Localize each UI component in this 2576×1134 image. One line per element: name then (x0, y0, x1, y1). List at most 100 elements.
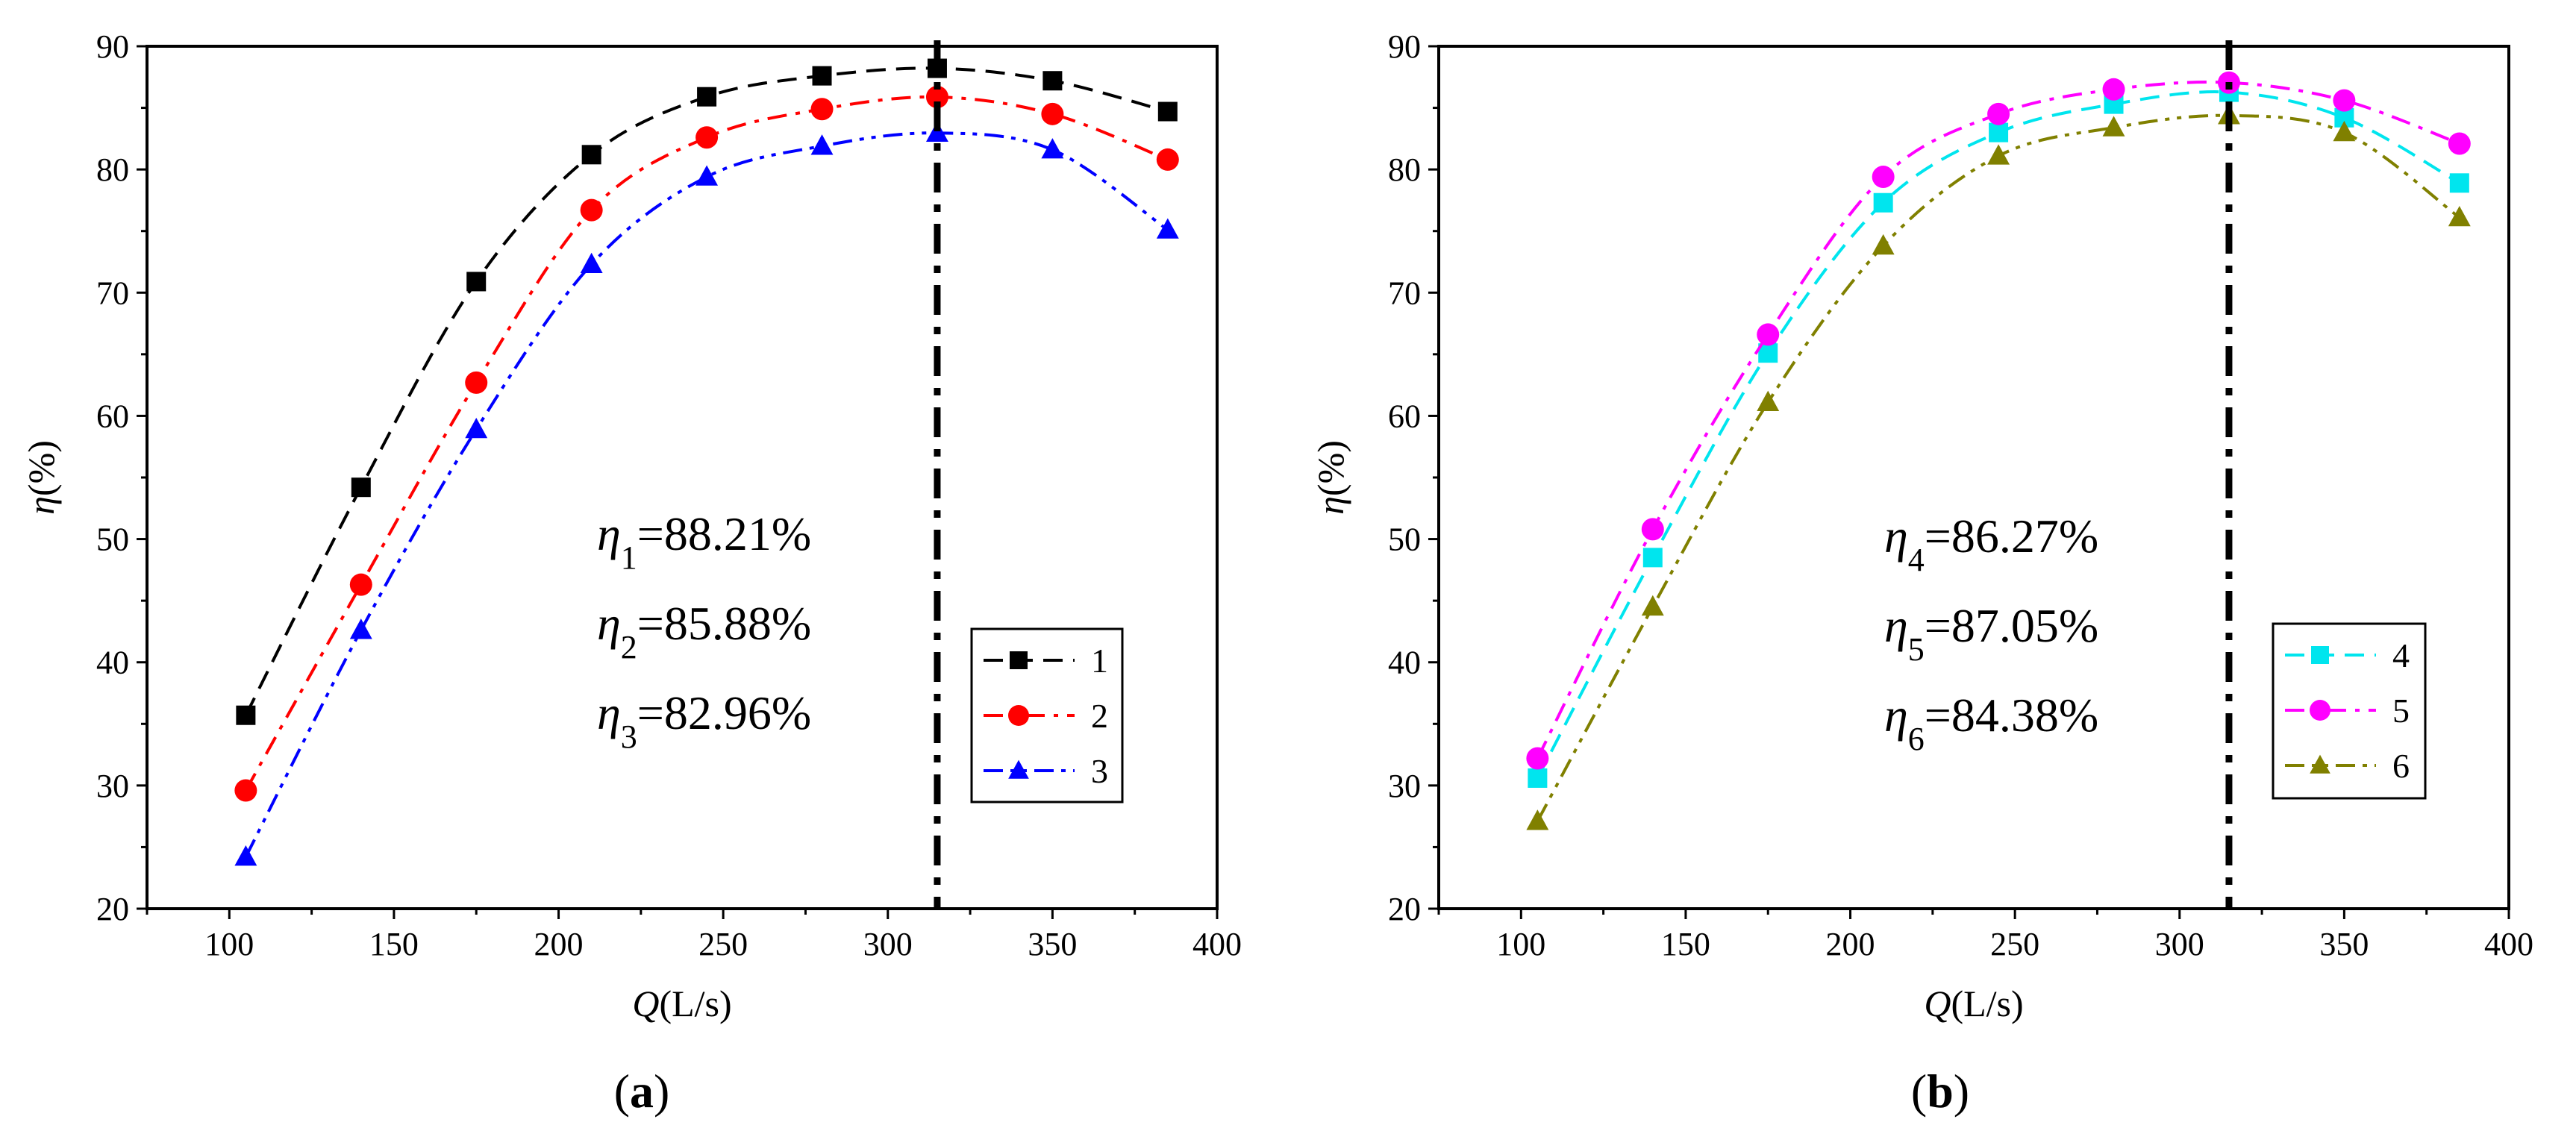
y-tick-label: 80 (96, 151, 129, 188)
data-point-6 (1641, 595, 1664, 616)
annotation-symbol: η (597, 507, 621, 560)
annotation-symbol: η (597, 597, 621, 650)
y-axis-unit: (%) (1310, 440, 1351, 496)
annotation-subscript: 4 (1908, 542, 1925, 578)
annotation-symbol: η (1884, 689, 1908, 742)
annotation-symbol: η (1884, 599, 1908, 652)
caption-close: ) (654, 1065, 669, 1118)
data-point-2 (580, 198, 603, 222)
x-tick-label: 250 (698, 926, 748, 962)
series-3 (234, 121, 1179, 866)
x-tick-label: 100 (204, 926, 254, 962)
annotation-subscript: 6 (1908, 721, 1925, 757)
series-2 (234, 86, 1179, 802)
data-point-5 (2448, 132, 2471, 155)
data-point-2 (695, 126, 719, 149)
x-tick-label: 350 (2319, 926, 2369, 962)
data-point-2 (1156, 148, 1179, 171)
data-point-6 (1757, 390, 1780, 411)
y-tick-label: 40 (96, 645, 129, 681)
data-point-5 (1872, 166, 1895, 189)
x-axis-var: Q (1924, 983, 1951, 1024)
data-point-4 (1873, 192, 1893, 213)
data-point-6 (2333, 121, 2356, 142)
data-point-4 (1642, 548, 1663, 568)
data-point-5 (1757, 323, 1780, 346)
y-tick-label: 80 (1388, 151, 1421, 188)
caption-letter: b (1927, 1065, 1954, 1118)
data-point-2 (925, 86, 948, 109)
data-point-4 (2449, 173, 2469, 193)
legend-label-5: 5 (2392, 692, 2410, 730)
legend-marker-1 (1010, 651, 1028, 669)
efficiency-annotation: η1=88.21% (597, 507, 811, 576)
data-point-1 (1157, 101, 1178, 122)
data-point-3 (1041, 138, 1064, 159)
legend-label-2: 2 (1091, 697, 1108, 735)
data-point-5 (2102, 78, 2125, 101)
panel-caption: (b) (1911, 1065, 1969, 1118)
annotation-value: =88.21% (637, 507, 811, 560)
y-axis-unit: (%) (20, 440, 62, 496)
data-point-3 (234, 845, 257, 866)
data-point-2 (1041, 102, 1064, 125)
legend-marker-3 (1008, 759, 1029, 779)
data-point-2 (349, 573, 372, 596)
chart-panel-a: 100 150 200 250 300 350 400 20 30 40 50 60 70 80 90 Q(L… (20, 28, 1242, 1118)
data-point-2 (234, 779, 257, 802)
y-tick-label: 50 (96, 521, 129, 558)
annotation-symbol: η (597, 686, 621, 739)
data-point-3 (465, 417, 488, 439)
x-axis-unit: (L/s) (1951, 983, 2023, 1024)
x-axis-var: Q (632, 983, 659, 1024)
series-line-1 (244, 66, 1169, 716)
data-point-3 (349, 618, 372, 639)
y-axis-var: η (20, 496, 62, 515)
data-point-1 (236, 705, 256, 725)
efficiency-annotation: η2=85.88% (597, 597, 811, 665)
x-tick-label: 300 (863, 926, 913, 962)
y-tick-label: 90 (96, 28, 129, 65)
series-line-3 (244, 131, 1169, 858)
legend: 1 2 3 (970, 627, 1124, 803)
y-tick-label: 50 (1388, 521, 1421, 558)
data-point-6 (2102, 116, 2125, 137)
x-tick-label: 150 (1661, 926, 1710, 962)
data-point-4 (1528, 768, 1548, 788)
caption-close: ) (1954, 1065, 1969, 1118)
y-tick-label: 90 (1388, 28, 1421, 65)
y-tick-label: 70 (96, 275, 129, 311)
data-point-6 (1526, 809, 1549, 830)
panel-caption: (a) (614, 1065, 670, 1118)
legend-label-4: 4 (2392, 636, 2410, 674)
legend-marker-5 (2310, 700, 2330, 721)
x-axis-label: Q(L/s) (1924, 983, 2023, 1024)
legend-marker-6 (2310, 754, 2330, 774)
efficiency-annotation: η4=86.27% (1884, 510, 2098, 578)
annotation-subscript: 5 (1908, 631, 1925, 668)
y-axis-var: η (1310, 496, 1351, 515)
data-point-5 (1987, 102, 2010, 125)
data-point-6 (1987, 144, 2010, 165)
y-tick-label: 20 (1388, 891, 1421, 927)
annotation-value: =84.38% (1925, 689, 2098, 742)
data-point-3 (695, 165, 719, 186)
x-tick-label: 200 (1826, 926, 1875, 962)
x-tick-label: 400 (1192, 926, 1242, 962)
chart-panel-b: 100 150 200 250 300 350 400 20 30 40 50 60 70 80 90 Q(L… (1310, 28, 2533, 1118)
y-tick-label: 70 (1388, 275, 1421, 311)
data-point-5 (1526, 747, 1549, 770)
legend: 4 5 6 (2272, 622, 2427, 800)
data-point-4 (1989, 122, 2009, 142)
data-point-1 (581, 145, 601, 165)
annotation-subscript: 3 (621, 718, 637, 755)
data-point-5 (2333, 89, 2356, 112)
x-tick-label: 150 (369, 926, 419, 962)
data-point-3 (580, 252, 603, 274)
data-point-2 (810, 98, 834, 121)
series-6 (1526, 104, 2471, 830)
x-tick-label: 200 (534, 926, 584, 962)
x-tick-label: 350 (1028, 926, 1077, 962)
x-tick-label: 100 (1496, 926, 1545, 962)
